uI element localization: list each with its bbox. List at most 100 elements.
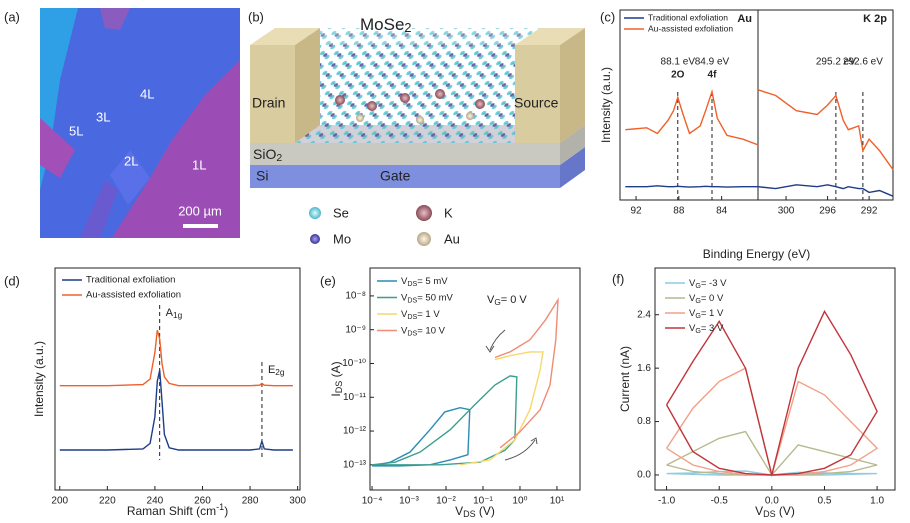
legend-label: Se bbox=[333, 205, 349, 220]
material-label-part: 2 bbox=[404, 20, 411, 35]
legend-label: Au-assisted exfoliation bbox=[86, 290, 181, 301]
y-axis-label: Current (nA) bbox=[618, 346, 632, 412]
peak-label: A1g bbox=[166, 307, 183, 320]
material-label: MoSe2 bbox=[360, 15, 412, 35]
legend-label-part: = 10 V bbox=[417, 325, 445, 336]
y-axis-label-part: I bbox=[329, 393, 343, 396]
peak-note: 4f bbox=[708, 70, 718, 81]
x-tick-label: 10¹ bbox=[550, 496, 565, 507]
x-tick-label: 10⁻² bbox=[436, 496, 456, 507]
x-tick-label: 84 bbox=[716, 206, 728, 217]
peak-label-part: 2g bbox=[275, 368, 285, 377]
gate-label: Gate bbox=[380, 168, 411, 184]
legend-label-part: = -3 V bbox=[701, 278, 727, 289]
data-line bbox=[757, 184, 894, 197]
plot-frame bbox=[619, 9, 894, 201]
y-tick-label: 10⁻⁹ bbox=[345, 324, 366, 335]
chart: (e)VDS (V)IDS (A)10⁻⁴ 10⁻³ 10⁻² 10⁻¹ 10⁰ 10¹1… bbox=[320, 267, 581, 519]
y-axis-label: Intensity (a.u.) bbox=[32, 341, 46, 417]
legend-label: Mo bbox=[333, 231, 351, 246]
chart: (d) Raman Shift (cm-1) Intensity (a.u.) 200… bbox=[4, 267, 306, 518]
sweep-arrows bbox=[485, 329, 538, 461]
legend-label-part: = 0 V bbox=[701, 293, 724, 304]
data-line bbox=[666, 430, 878, 477]
legend-label: Traditional exfoliation bbox=[648, 12, 728, 22]
annotation: VG= 0 V bbox=[487, 294, 527, 307]
legend-label-part: = 5 mV bbox=[417, 276, 448, 287]
scale-bar-label: 200 µm bbox=[178, 203, 222, 218]
x-tick-label: 92 bbox=[630, 206, 642, 217]
data-line bbox=[625, 88, 759, 146]
panel-label: (e) bbox=[320, 273, 336, 288]
x-tick-label: -1.0 bbox=[658, 496, 676, 507]
x-tick-label: 260 bbox=[194, 496, 211, 507]
x-axis-label-part: (V) bbox=[776, 504, 795, 518]
peak-label: 295.2 eV bbox=[816, 57, 856, 68]
layer-label: 4L bbox=[140, 86, 154, 101]
peak-label-part: A bbox=[166, 307, 174, 319]
annotation-part: = 0 V bbox=[501, 294, 528, 306]
y-tick-label: 10⁻¹³ bbox=[343, 459, 367, 470]
device-schematic bbox=[250, 28, 585, 246]
legend-label: Traditional exfoliation bbox=[86, 275, 175, 286]
x-tick-label: -0.5 bbox=[711, 496, 729, 507]
x-axis-label-part: -1 bbox=[216, 502, 224, 512]
x-axis-label-part: V bbox=[455, 504, 463, 518]
x-tick-label: 296 bbox=[819, 206, 836, 217]
x-tick-label: 280 bbox=[242, 496, 259, 507]
legend-label: VG= -3 V bbox=[689, 278, 727, 290]
x-tick-label: 88 bbox=[673, 206, 685, 217]
y-tick-label: 0.8 bbox=[637, 416, 651, 427]
y-tick-label: 10⁻¹⁰ bbox=[342, 358, 366, 369]
x-tick-label: 300 bbox=[778, 206, 795, 217]
y-axis-label-part: (A) bbox=[329, 361, 343, 380]
material-label-part: MoSe bbox=[360, 15, 404, 34]
x-tick-label: 240 bbox=[147, 496, 164, 507]
y-axis-label: IDS (A) bbox=[329, 361, 344, 396]
legend-label: VG= 3 V bbox=[689, 323, 724, 335]
y-tick-label: 10⁻¹¹ bbox=[343, 392, 367, 403]
annotation-part: G bbox=[494, 298, 500, 307]
micrograph bbox=[40, 8, 240, 238]
legend-label-part: = 1 V bbox=[417, 309, 440, 320]
data-line bbox=[625, 185, 758, 188]
plot-frame bbox=[369, 267, 581, 491]
legend-label-part: G bbox=[695, 282, 701, 290]
y-tick-label: 1.6 bbox=[637, 363, 651, 374]
legend-label-part: G bbox=[695, 327, 701, 335]
legend-label: Au bbox=[444, 231, 460, 246]
legend-label-part: DS bbox=[407, 313, 417, 321]
legend-label-part: DS bbox=[407, 280, 417, 288]
peak-note: 2O bbox=[671, 70, 685, 81]
data-line bbox=[372, 375, 518, 466]
x-axis-label-part: DS bbox=[763, 509, 776, 519]
subplot-title: K 2p bbox=[863, 13, 887, 25]
y-tick-label: 10⁻¹² bbox=[343, 426, 367, 437]
layer-label: 5L bbox=[69, 123, 83, 138]
legend-label-part: DS bbox=[407, 296, 417, 304]
x-tick-label: 300 bbox=[289, 496, 306, 507]
peak-label: 292.6 eV bbox=[843, 57, 883, 68]
panel-label: (d) bbox=[4, 273, 20, 288]
dielectric-label: SiO2 bbox=[253, 146, 282, 164]
panel-label: (a) bbox=[4, 9, 20, 24]
x-axis-label: Raman Shift (cm-1) bbox=[127, 502, 228, 518]
legend-label: VG= 1 V bbox=[689, 308, 724, 320]
legend-label-part: V bbox=[401, 325, 408, 336]
peak-label: 84.9 eV bbox=[695, 57, 730, 68]
x-tick-label: 292 bbox=[861, 206, 878, 217]
data-line bbox=[757, 89, 894, 171]
data-line bbox=[371, 406, 471, 467]
peak-label: 88.1 eV bbox=[661, 57, 696, 68]
legend-label-part: V bbox=[689, 293, 696, 304]
substrate-label: Si bbox=[256, 168, 268, 184]
x-axis-label: VDS (V) bbox=[755, 504, 795, 519]
drain-label: Drain bbox=[252, 95, 285, 111]
x-axis-label-part: DS bbox=[463, 509, 476, 519]
legend-label: VDS= 10 V bbox=[401, 325, 446, 337]
legend-label: K bbox=[444, 205, 453, 220]
x-axis-label-part: ) bbox=[224, 504, 228, 518]
x-tick-label: 10⁻¹ bbox=[473, 496, 493, 507]
legend-label: VDS= 50 mV bbox=[401, 292, 454, 304]
legend-label: Au-assisted exfoliation bbox=[648, 23, 733, 33]
